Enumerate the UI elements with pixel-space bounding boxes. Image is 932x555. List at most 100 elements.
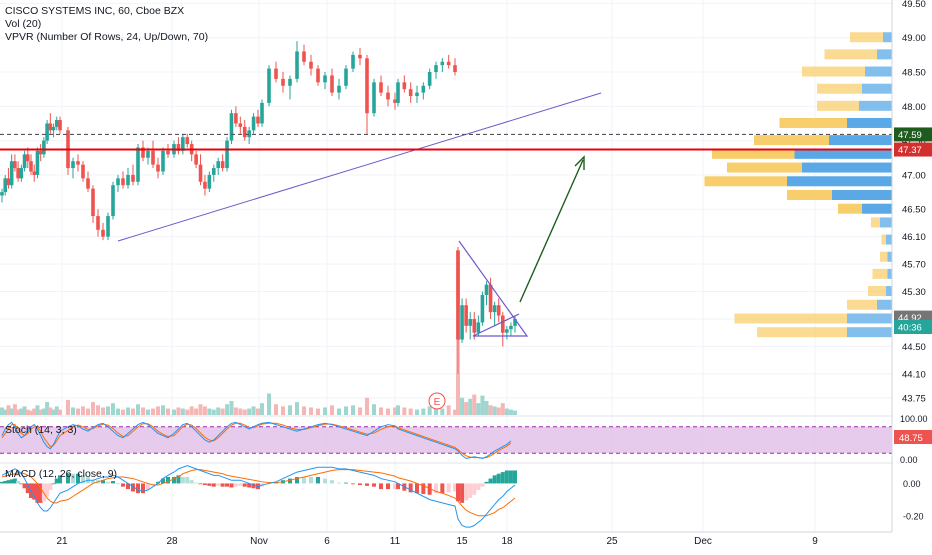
y-tick-label: 46.10 — [902, 232, 926, 243]
macd-hist-bar — [476, 483, 481, 490]
macd-hist-bar — [480, 483, 485, 487]
volume-bar — [6, 405, 11, 415]
candle-body — [111, 185, 115, 217]
legend-macd[interactable]: MACD (12, 26, close, 9) — [5, 468, 118, 480]
candle-body — [247, 130, 251, 138]
macd-hist-bar — [136, 483, 140, 494]
macd-hist-bar — [207, 483, 212, 486]
vp-down-bar — [838, 203, 862, 214]
volume-bar — [379, 407, 383, 415]
macd-hist-bar — [440, 483, 445, 494]
volume-bar — [126, 407, 130, 415]
volume-bar — [225, 404, 230, 415]
macd-hist-bar — [194, 482, 199, 484]
volume-bar — [238, 408, 243, 415]
volume-bar — [468, 398, 473, 415]
candle-body — [22, 154, 27, 169]
candle-body — [505, 329, 509, 333]
macd-hist-bar — [25, 483, 30, 494]
macd-hist-bar — [396, 483, 400, 490]
candle-body — [492, 305, 497, 313]
volume-bar — [434, 407, 438, 415]
candle-body — [126, 174, 130, 186]
macd-hist-bar — [453, 483, 457, 492]
macd-hist-bar — [71, 473, 75, 484]
candle-body — [161, 150, 165, 172]
triangle-pattern — [458, 240, 529, 337]
macd-hist-bar — [421, 483, 426, 494]
volume-bar — [66, 399, 70, 415]
volume-bar — [251, 406, 256, 415]
volume-bar — [302, 406, 306, 415]
vp-down-bar — [817, 83, 862, 94]
volume-bar — [121, 409, 125, 415]
earnings-marker: E — [428, 392, 446, 410]
volume-bar — [372, 404, 376, 415]
macd-hist-bar — [434, 483, 438, 494]
projection-arrowhead — [574, 155, 585, 170]
volume-bar — [48, 407, 53, 415]
volume-bar — [161, 405, 165, 415]
vp-down-bar — [871, 217, 880, 228]
legend-stoch[interactable]: Stoch (14, 3, 3) — [5, 424, 77, 436]
macd-hist-bar — [372, 483, 376, 487]
volume-bar — [396, 405, 400, 415]
candle-body — [496, 305, 501, 316]
macd-hist-bar — [468, 483, 473, 498]
macd-hist-bar — [166, 476, 170, 484]
vp-up-bar — [847, 327, 892, 338]
volume-bar — [96, 405, 100, 415]
macd-hist-bar — [35, 483, 40, 503]
candle-body — [220, 161, 225, 169]
stoch-value-text: 48.75 — [899, 433, 923, 444]
macd-hist-bar — [116, 483, 120, 485]
vp-down-bar — [847, 299, 877, 310]
macd-hist-bar — [156, 481, 160, 484]
macd-hist-bar — [54, 478, 59, 484]
x-tick-label: 28 — [166, 536, 178, 547]
candle-body — [207, 174, 212, 189]
macd-hist-bar — [185, 476, 190, 484]
candle-body — [116, 178, 120, 186]
y-tick-label: 48.00 — [902, 102, 926, 113]
candle-body — [48, 123, 53, 131]
volume-bar — [136, 404, 140, 415]
volume-bar — [156, 406, 160, 415]
macd-hist-bar — [508, 470, 513, 484]
macd-hist-bar — [22, 483, 27, 489]
y-tick-label: 49.50 — [902, 0, 926, 10]
candle-body — [288, 78, 292, 86]
volume-bar — [216, 407, 221, 415]
volume-bar — [116, 408, 120, 415]
volume-bar — [0, 407, 4, 415]
macd-hist-bar — [351, 483, 355, 485]
volume-bar — [198, 404, 203, 415]
volume-bar — [464, 402, 469, 415]
volume-bar — [229, 401, 234, 415]
volume-bar — [131, 408, 135, 415]
legend-symbol[interactable]: CISCO SYSTEMS INC, 60, Cboe BZX — [5, 5, 185, 17]
macd-hist-bar — [460, 483, 465, 503]
x-tick-label: 25 — [606, 536, 618, 547]
volume-bar — [484, 401, 489, 415]
vp-up-bar — [880, 217, 892, 228]
candle-body — [242, 126, 247, 138]
macd-hist-bar — [202, 483, 207, 486]
volume-bar — [504, 408, 509, 415]
macd-hist-bar — [48, 483, 53, 490]
macd-hist-bar — [126, 483, 130, 490]
macd-hist-bar — [12, 478, 17, 484]
macd-hist-bar — [216, 483, 221, 486]
candle-body — [198, 164, 203, 182]
volume-bar — [500, 403, 505, 415]
legend-volume[interactable]: Vol (20) — [5, 18, 42, 30]
volume-bar — [281, 406, 285, 415]
legend-vpvr[interactable]: VPVR (Number Of Rows, 24, Up/Down, 70) — [5, 31, 209, 43]
candle-body — [51, 126, 56, 131]
candle-body — [29, 161, 33, 172]
volume-bar — [32, 408, 37, 415]
price-badge-text: 44.92 — [898, 313, 922, 324]
candle-body — [216, 161, 221, 169]
volume-bar — [180, 408, 185, 415]
